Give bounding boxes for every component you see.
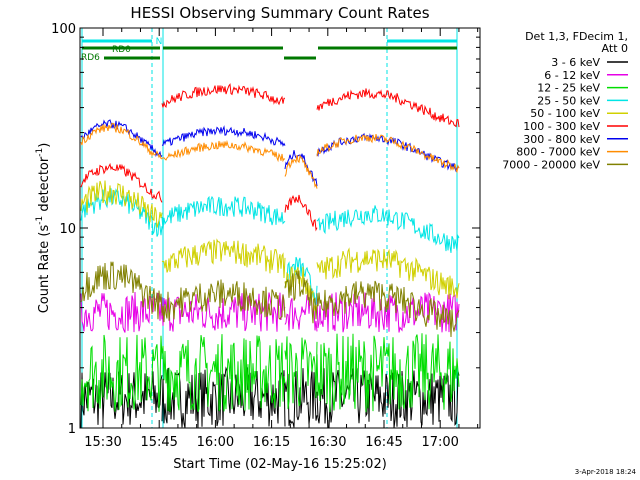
plot-series-layer	[80, 28, 460, 428]
y-tick-label: 1	[68, 422, 76, 437]
axes: 15:30 15:45 16:00 16:15 16:30 16:45 17:00 1 10 10…	[51, 22, 480, 450]
x-tick-label: 16:30	[309, 435, 346, 450]
series-1	[80, 291, 460, 333]
series-4	[80, 180, 460, 312]
series-line	[80, 261, 460, 338]
x-tick-label: 17:00	[421, 435, 458, 450]
x-tick-label: 16:15	[253, 435, 290, 450]
flag-label-n: N	[156, 37, 163, 47]
flag-label-rd6: RD6	[81, 53, 100, 63]
series-3	[80, 188, 460, 306]
y-tick-label: 10	[59, 222, 76, 237]
y-tick-label: 100	[51, 22, 76, 37]
flag-label-rd0: RD0	[112, 45, 131, 55]
series-2	[80, 333, 460, 413]
legend-label: 25 - 50 keV	[537, 94, 600, 107]
series-line	[80, 188, 460, 306]
x-tick-label: 16:45	[365, 435, 402, 450]
legend-header-line-1: Det 1,3, FDecim 1,	[525, 30, 628, 43]
y-axis-label: Count Rate (s-1 detector-1)	[35, 143, 52, 314]
series-line	[80, 83, 460, 232]
series-8	[80, 261, 460, 338]
series-line	[80, 119, 460, 187]
legend-label: 800 - 7000 keV	[516, 146, 600, 159]
x-tick-label: 16:00	[197, 435, 234, 450]
legend-label: 7000 - 20000 keV	[502, 158, 600, 171]
legend-label: 300 - 800 keV	[523, 133, 600, 146]
legend-label: 100 - 300 keV	[523, 120, 600, 133]
legend-label: 6 - 12 keV	[544, 69, 600, 82]
legend-header-line-2: Att 0	[602, 42, 628, 55]
series-6	[80, 119, 460, 187]
series-7	[80, 122, 460, 189]
series-5	[80, 83, 460, 232]
series-line	[80, 291, 460, 333]
series-line	[80, 122, 460, 189]
series-line	[80, 333, 460, 413]
series-line	[80, 180, 460, 312]
legend-label: 3 - 6 keV	[551, 56, 600, 69]
legend-label: 50 - 100 keV	[530, 107, 600, 120]
x-tick-label: 15:45	[140, 435, 177, 450]
legend-label: 12 - 25 keV	[537, 82, 600, 95]
chart-title: HESSI Observing Summary Count Rates	[130, 4, 429, 22]
render-timestamp: 3-Apr-2018 18:24	[575, 468, 637, 476]
flag-bars: N RD0 RD6	[81, 37, 457, 63]
x-axis-label: Start Time (02-May-16 15:25:02)	[173, 457, 387, 472]
x-tick-label: 15:30	[84, 435, 121, 450]
